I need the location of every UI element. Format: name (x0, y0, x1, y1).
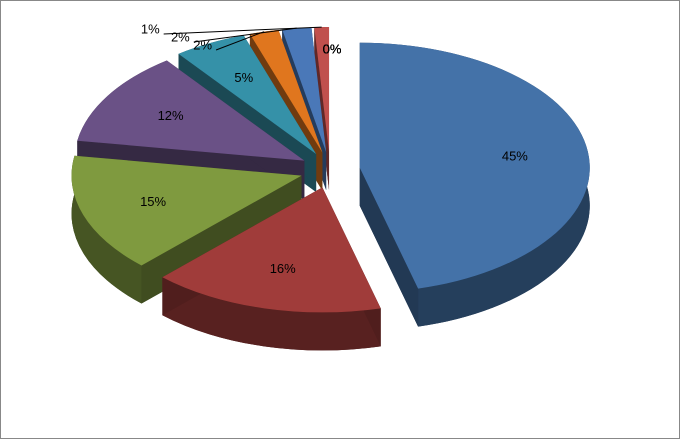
slice-top (282, 27, 327, 153)
data-label: 5% (234, 70, 253, 85)
data-label: 45% (502, 148, 528, 163)
slice (162, 187, 381, 351)
slice-top (71, 155, 302, 266)
slice (359, 42, 590, 327)
slice-side (162, 277, 381, 351)
data-label: 1% (141, 21, 160, 36)
slice-top (162, 187, 381, 313)
slice-top (314, 27, 330, 153)
data-label: 16% (270, 261, 296, 276)
data-label: 0% (323, 41, 342, 56)
slice-top (359, 42, 590, 289)
leader-line (163, 26, 322, 35)
slice-side (71, 155, 142, 304)
data-label: 15% (140, 194, 166, 209)
data-label: 0% (323, 41, 342, 56)
data-label: 0% (323, 41, 342, 56)
slice-top (77, 60, 305, 161)
leader-line (215, 31, 265, 51)
slice-top (178, 35, 317, 155)
slice-face (359, 167, 419, 327)
data-label: 12% (158, 108, 184, 123)
data-label: 2% (171, 29, 190, 44)
data-label: 0% (323, 41, 342, 56)
leader-line (193, 27, 297, 43)
slice-top (249, 29, 323, 153)
